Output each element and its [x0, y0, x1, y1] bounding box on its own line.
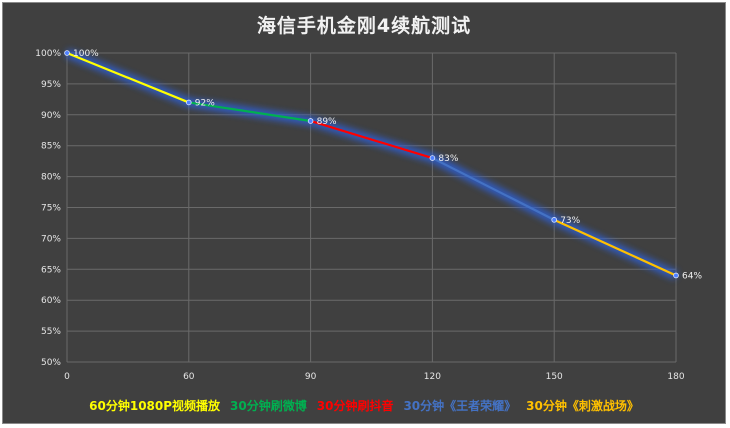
data-label: 92%	[195, 98, 215, 108]
y-tick-label: 55%	[41, 327, 61, 337]
legend-entry: 30分钟《王者荣耀》	[403, 399, 517, 413]
x-tick-label: 120	[424, 372, 441, 382]
line-chart: 50% 55% 60% 65% 70% 75% 80% 85% 90% 95% 100% 0 60 90 1…	[35, 48, 702, 382]
y-tick-label: 60%	[41, 296, 61, 306]
y-tick-label: 95%	[41, 80, 61, 90]
data-label: 73%	[560, 216, 580, 226]
data-point	[186, 99, 192, 106]
legend: 60分钟1080P视频播放 30分钟刷微博 30分钟刷抖音 30分钟《王者荣耀》 30分…	[3, 397, 725, 414]
data-point	[429, 155, 436, 161]
y-tick-label: 65%	[41, 265, 61, 275]
x-tick-label: 150	[546, 372, 563, 382]
y-tick-label: 85%	[41, 142, 61, 152]
x-tick-label: 180	[667, 372, 684, 382]
data-point	[307, 118, 314, 124]
y-tick-label: 70%	[41, 234, 61, 244]
data-label: 64%	[682, 271, 702, 281]
x-tick-label: 90	[305, 372, 317, 382]
series-glow	[65, 48, 678, 280]
legend-entry: 30分钟刷抖音	[316, 399, 394, 413]
series-segment	[65, 51, 190, 104]
y-tick-label: 50%	[41, 358, 61, 368]
chart-title: 海信手机金刚4续航测试	[256, 15, 472, 37]
legend-entry: 60分钟1080P视频播放	[89, 399, 221, 413]
data-label: 83%	[438, 154, 458, 164]
data-point	[673, 272, 679, 279]
series-segment	[431, 156, 556, 221]
legend-entry: 30分钟《刺激战场》	[526, 399, 639, 413]
y-tick-label: 100%	[35, 49, 61, 59]
data-point	[64, 50, 70, 56]
y-tick-label: 75%	[41, 204, 61, 214]
chart-frame: 海信手机金刚4续航测试 50% 55% 60% 65% 70% 75% 80% 85% 90% 9…	[2, 2, 726, 424]
y-tick-label: 80%	[41, 173, 61, 183]
data-point	[551, 217, 557, 223]
legend-entry: 30分钟刷微博	[230, 399, 307, 413]
data-label: 100%	[73, 49, 99, 59]
series-segment	[553, 218, 678, 277]
data-label: 89%	[317, 117, 337, 127]
y-tick-label: 90%	[41, 111, 61, 121]
x-tick-label: 0	[64, 372, 70, 382]
series-segment	[309, 119, 434, 160]
x-tick-label: 60	[183, 372, 195, 382]
series-segment	[187, 101, 312, 123]
